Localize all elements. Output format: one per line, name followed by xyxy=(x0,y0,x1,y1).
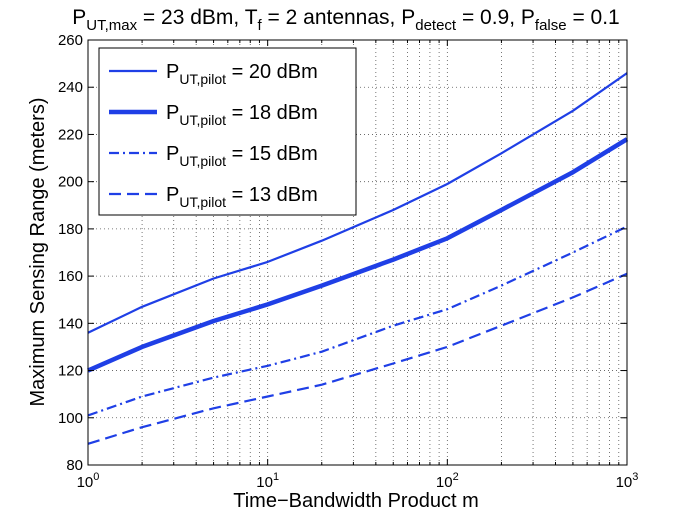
x-tick-label: 103 xyxy=(616,471,639,491)
legend-entry: PUT,pilot = 20 dBm xyxy=(166,61,318,87)
x-axis-label: Time−Bandwidth Product m xyxy=(233,490,478,512)
series-line xyxy=(87,272,628,445)
legend-box xyxy=(98,47,357,216)
series-line xyxy=(87,225,628,417)
series-lines xyxy=(87,72,629,445)
y-tick-label: 80 xyxy=(66,457,83,474)
grid xyxy=(88,40,627,465)
y-tick-label: 220 xyxy=(58,126,83,143)
chart-title: PUT,max = 23 dBm, Tf = 2 antennas, Pdete… xyxy=(72,6,620,34)
y-tick-label: 120 xyxy=(58,363,83,380)
y-tick-label: 200 xyxy=(58,174,83,191)
series-line xyxy=(87,72,628,334)
series-line xyxy=(87,137,629,373)
legend: PUT,pilot = 20 dBm PUT,pilot = 18 dBm PUT,… xyxy=(98,47,357,216)
legend-entry: PUT,pilot = 15 dBm xyxy=(166,143,318,169)
legend-entry: PUT,pilot = 13 dBm xyxy=(166,184,318,210)
y-tick-label: 100 xyxy=(58,410,83,427)
y-tick-label: 180 xyxy=(58,221,83,238)
y-axis-label: Maximum Sensing Range (meters) xyxy=(27,98,49,407)
y-tick-label: 260 xyxy=(58,32,83,49)
y-tick-label: 140 xyxy=(58,315,83,332)
y-tick-label: 160 xyxy=(58,268,83,285)
x-tick-label: 102 xyxy=(436,471,459,491)
x-tick-label: 101 xyxy=(256,471,279,491)
plot-frame xyxy=(87,39,628,466)
x-tick-label: 100 xyxy=(77,471,100,491)
legend-entry: PUT,pilot = 18 dBm xyxy=(166,102,318,128)
y-tick-label: 240 xyxy=(58,79,83,96)
